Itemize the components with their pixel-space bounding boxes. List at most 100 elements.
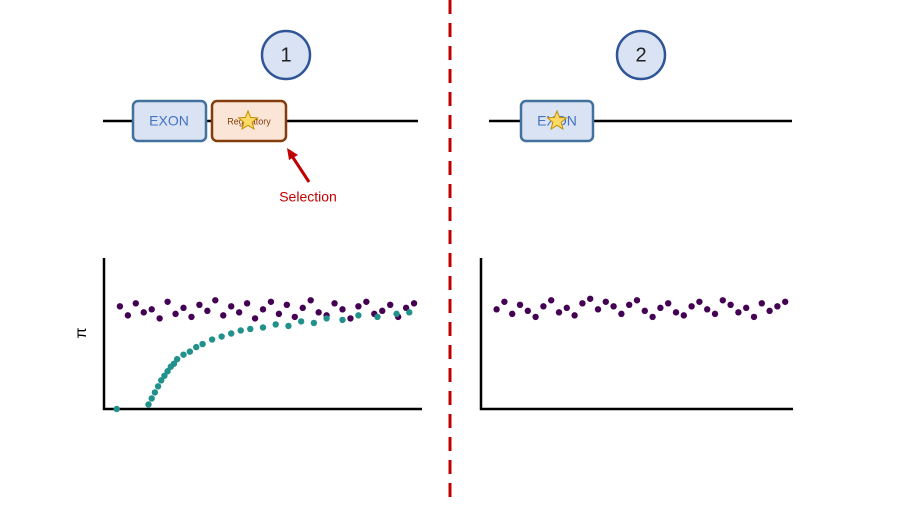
point [212,297,219,304]
panel-number: 2 [635,44,646,66]
point [243,300,251,307]
point [237,327,244,334]
point [493,306,500,313]
point [782,298,789,305]
point [272,321,279,328]
point [297,318,305,325]
point [267,298,275,305]
point [204,307,211,315]
point [680,312,687,319]
point [711,310,719,318]
point [688,303,695,310]
point [285,322,292,330]
annotation: Selection [279,189,337,205]
point [548,297,555,304]
exon-box [131,99,208,143]
point [743,304,750,312]
point [387,301,394,309]
point [151,389,159,396]
point [172,310,179,318]
point [140,309,147,316]
point [228,303,235,310]
arrow-head [287,148,298,160]
point [180,304,187,312]
point [379,307,386,315]
panel-badge [260,29,312,81]
point [291,313,298,321]
point [310,319,318,327]
point [657,304,664,312]
point [602,298,609,305]
point [633,297,641,304]
point [501,298,508,305]
point [750,313,758,321]
point [649,313,656,321]
axes [479,258,793,411]
point [516,301,524,309]
point [402,304,410,312]
point [555,309,563,316]
point [665,300,672,307]
point [173,355,181,363]
star [546,109,568,131]
point [158,377,165,384]
point [148,395,155,402]
point [188,313,195,321]
point [235,309,243,316]
point [509,310,516,318]
point [124,312,132,319]
point [594,306,602,313]
point [299,304,306,312]
point [323,315,330,322]
point [524,307,531,315]
point [247,325,254,333]
point [259,324,267,331]
point [199,340,206,348]
point [339,316,346,324]
point [132,300,139,307]
arrow [290,155,311,183]
point [579,300,586,307]
panel-number: 1 [280,44,291,66]
point [116,303,124,310]
point [148,306,155,313]
point [218,333,225,340]
point [283,301,291,309]
point [363,298,370,305]
point [758,300,765,307]
point [251,315,259,322]
point [610,303,617,310]
point [307,297,314,304]
point [719,297,726,304]
point [704,306,711,313]
point [208,336,216,343]
point [164,298,171,305]
point [571,312,578,319]
point [170,360,178,367]
point [259,306,267,313]
point [145,401,152,408]
y-axis-label: π [73,327,90,338]
point [355,303,362,310]
point [164,368,171,375]
point [735,309,742,316]
point [618,310,625,318]
point [331,300,338,307]
point [154,383,162,390]
point [406,309,413,316]
point [315,309,322,316]
point [275,310,283,318]
point [196,301,203,309]
point [347,315,354,322]
point [186,348,194,355]
point [774,303,781,310]
point [727,301,734,309]
point [113,405,120,413]
point [672,309,680,316]
point [540,303,547,310]
point [563,304,570,312]
point [374,313,381,321]
point [587,295,594,302]
point [161,372,168,379]
